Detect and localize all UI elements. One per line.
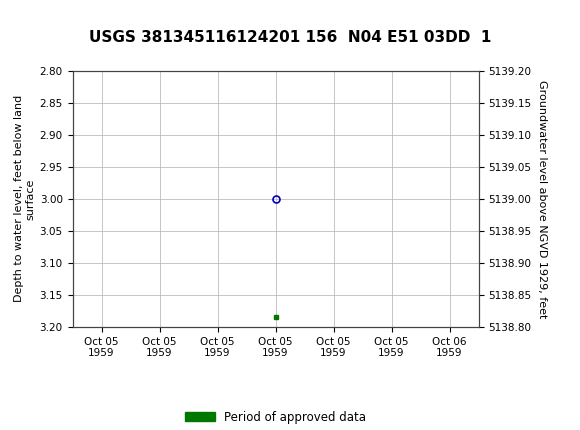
Legend: Period of approved data: Period of approved data bbox=[180, 406, 371, 428]
Text: USGS 381345116124201 156  N04 E51 03DD  1: USGS 381345116124201 156 N04 E51 03DD 1 bbox=[89, 30, 491, 45]
Y-axis label: Depth to water level, feet below land
surface: Depth to water level, feet below land su… bbox=[14, 95, 35, 302]
Y-axis label: Groundwater level above NGVD 1929, feet: Groundwater level above NGVD 1929, feet bbox=[537, 80, 547, 318]
Text: ≋ USGS: ≋ USGS bbox=[3, 15, 74, 34]
